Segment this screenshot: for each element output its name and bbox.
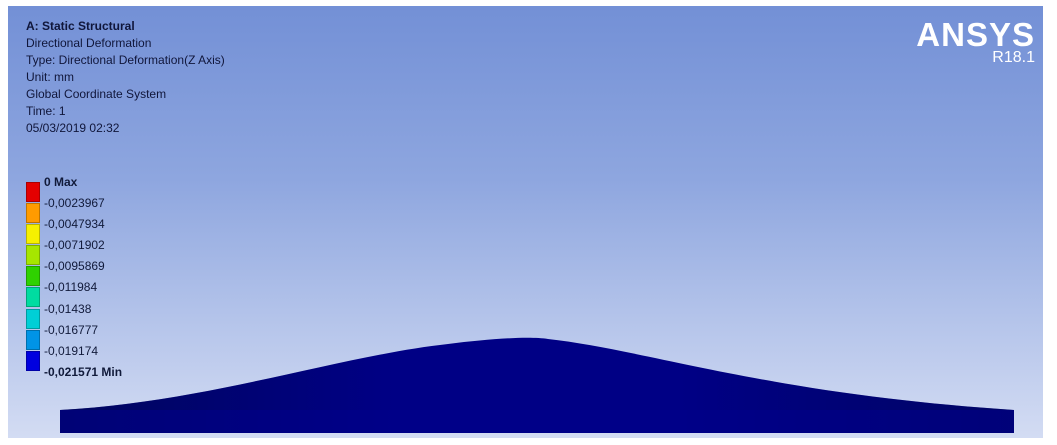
shell-base-edge [60, 410, 1014, 433]
coordinate-system: Global Coordinate System [26, 87, 167, 101]
legend-label: -0,011984 [44, 280, 98, 295]
result-info-panel: A: Static Structural Directional Deforma… [26, 18, 225, 137]
result-unit: Unit: mm [26, 70, 74, 84]
brand-name: ANSYS [916, 16, 1035, 53]
shell-shading [60, 337, 1014, 433]
legend-color-swatch [26, 350, 40, 371]
result-type: Type: Directional Deformation(Z Axis) [26, 53, 225, 67]
result-date: 05/03/2019 02:32 [26, 121, 120, 135]
legend-color-swatch [26, 224, 40, 245]
brand-version: R18.1 [992, 49, 1035, 66]
legend-label: -0,0047934 [44, 217, 105, 232]
legend-color-swatch [26, 287, 40, 308]
legend-label: -0,016777 [44, 322, 99, 337]
legend-color-swatch [26, 182, 40, 202]
legend-color-swatch [26, 329, 40, 350]
legend-label: -0,01438 [44, 301, 92, 316]
result-name: Directional Deformation [26, 36, 152, 50]
legend-color-swatch [26, 266, 40, 287]
legend-label: -0,0023967 [44, 196, 105, 211]
legend-color-swatch [26, 245, 40, 266]
legend-color-swatch [26, 308, 40, 329]
legend-label: -0,021571 Min [44, 364, 123, 379]
analysis-title: A: Static Structural [26, 19, 135, 33]
legend-label: -0,019174 [44, 343, 99, 358]
legend-label: -0,0095869 [44, 259, 105, 274]
legend-label: -0,0071902 [44, 238, 105, 253]
deformation-contour-model[interactable] [8, 6, 1043, 438]
result-time: Time: 1 [26, 104, 66, 118]
ansys-logo: ANSYS R18.1 [916, 18, 1035, 66]
graphics-viewport[interactable]: A: Static Structural Directional Deforma… [8, 6, 1043, 438]
legend-label: 0 Max [44, 175, 78, 189]
legend-color-swatch [26, 203, 40, 224]
